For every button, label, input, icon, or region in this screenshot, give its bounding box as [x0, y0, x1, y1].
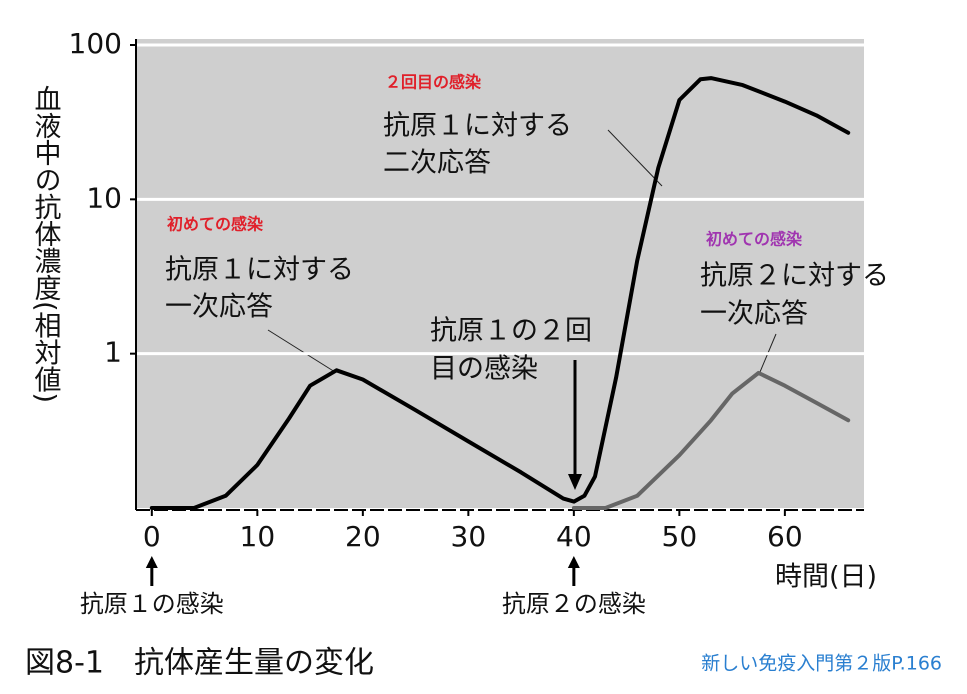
x-tick-label: 10 — [240, 520, 276, 553]
x-tick-label: 30 — [451, 520, 487, 553]
y-tick-label: 100 — [69, 27, 122, 60]
y-tick-label: 1 — [104, 336, 122, 369]
y-tick-label: 10 — [86, 181, 122, 214]
annotation: 抗原２に対する — [700, 261, 889, 292]
series-line — [571, 370, 851, 510]
event-label: 抗原１の感染 — [80, 590, 224, 618]
caption: 図8-1 抗体産生量の変化 — [25, 646, 374, 681]
x-axis-label: 時間(日) — [775, 562, 877, 593]
x-tick-label: 40 — [556, 520, 592, 553]
annotation: ２回目の感染 — [385, 73, 482, 92]
plot-background — [136, 39, 864, 508]
arrow-head — [567, 556, 580, 568]
annotation: 一次応答 — [165, 292, 273, 323]
arrow-head — [568, 474, 582, 490]
x-tick-label: 20 — [345, 520, 381, 553]
annotation: 抗原１に対する — [165, 255, 354, 286]
annotation: 二次応答 — [383, 148, 491, 179]
annotation: 一次応答 — [700, 299, 808, 330]
leader-line — [267, 329, 336, 373]
annotation: 初めての感染 — [706, 230, 803, 249]
x-tick-label: 50 — [662, 520, 698, 553]
x-tick-label: 60 — [767, 520, 803, 553]
annotation: 目の感染 — [430, 354, 538, 385]
event-label: 抗原２の感染 — [502, 590, 646, 618]
annotation: 抗原１に対する — [383, 111, 572, 142]
leader-line — [607, 129, 663, 187]
annotation: 初めての感染 — [167, 215, 264, 234]
arrow-head — [145, 556, 158, 568]
annotation: 抗原１の２回 — [430, 316, 592, 347]
y-axis-label: 血液中の抗体濃度(相対値) — [30, 85, 62, 403]
x-tick-label: 0 — [143, 520, 161, 553]
series-line — [149, 76, 851, 510]
source: 新しい免疫入門第２版P.166 — [701, 653, 942, 675]
